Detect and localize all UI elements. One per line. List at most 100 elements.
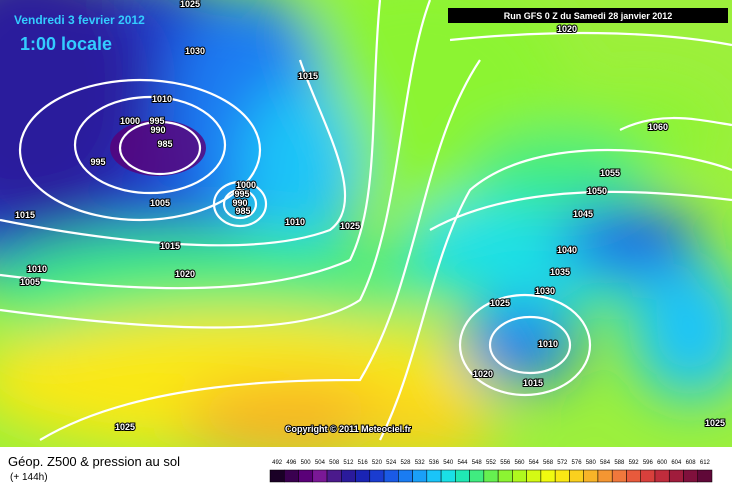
colorbar-swatch: [341, 469, 356, 483]
colorbar-swatch: [298, 469, 314, 483]
colorbar-label: 548: [472, 460, 483, 466]
colorbar-label: 500: [301, 460, 312, 466]
colorbar-swatch: [512, 469, 527, 483]
isobar-label: 990: [150, 125, 165, 135]
colorbar-label: 524: [386, 460, 397, 466]
colorbar-label: 492: [272, 460, 283, 466]
colorbar-label: 560: [515, 460, 526, 466]
colorbar-label: 532: [415, 460, 426, 466]
isobar-label: 1025: [115, 422, 135, 432]
date: Vendredi 3 fevrier 2012: [14, 13, 145, 27]
isobar-label: 1020: [473, 369, 493, 379]
isobar-label: 1005: [20, 277, 40, 287]
isobar-label: 1010: [285, 217, 305, 227]
isobar-label: 1010: [27, 264, 47, 274]
footer-subtitle: (+ 144h): [10, 472, 48, 483]
isobar-label: 1025: [340, 221, 360, 231]
isobar-label: 1000: [236, 180, 256, 190]
colorbar-swatch: [312, 469, 328, 483]
colorbar-swatch: [412, 469, 428, 483]
colorbar-label: 588: [614, 460, 625, 466]
isobar-label: 1050: [587, 186, 607, 196]
colorbar-swatch: [455, 469, 470, 483]
colorbar-swatch: [583, 469, 599, 483]
isobar-label: 1020: [175, 269, 195, 279]
isobar-label: 995: [234, 189, 249, 199]
isobar-label: 1025: [490, 298, 510, 308]
colorbar-label: 528: [400, 460, 411, 466]
run-info: Run GFS 0 Z du Samedi 28 janvier 2012: [504, 11, 673, 21]
colorbar-label: 572: [557, 460, 568, 466]
colorbar-label: 568: [543, 460, 554, 466]
copyright: Copyright © 2011 Meteociel.fr: [285, 424, 412, 434]
colorbar-swatch: [369, 469, 385, 483]
colorbar-swatch: [497, 469, 513, 483]
footer-title: Géop. Z500 & pression au sol: [8, 454, 180, 469]
isobar-label: 1010: [152, 94, 172, 104]
colorbar-swatch: [355, 469, 371, 483]
colorbar-swatch: [483, 469, 499, 483]
colorbar-label: 584: [600, 460, 611, 466]
colorbar-label: 520: [372, 460, 383, 466]
colorbar-label: 544: [457, 460, 468, 466]
colorbar-swatch: [668, 469, 684, 483]
colorbar-swatch: [526, 469, 542, 483]
isobar-label: 1015: [298, 71, 318, 81]
isobar-label: 1010: [538, 339, 558, 349]
colorbar-swatch: [326, 469, 342, 483]
colorbar-swatch: [597, 469, 613, 483]
colorbar-swatch: [398, 469, 413, 483]
map-field: [0, 0, 732, 447]
colorbar-label: 552: [486, 460, 497, 466]
isobar-label: 1055: [600, 168, 620, 178]
colorbar-label: 600: [657, 460, 668, 466]
colorbar-label: 504: [315, 460, 326, 466]
isobar-label: 995: [90, 157, 105, 167]
isobar-label: 1020: [557, 24, 577, 34]
colorbar-label: 576: [572, 460, 583, 466]
colorbar-label: 556: [500, 460, 511, 466]
isobar-label: 1030: [185, 46, 205, 56]
colorbar-swatch: [426, 469, 442, 483]
colorbar-label: 608: [686, 460, 697, 466]
colorbar-swatch: [626, 469, 641, 483]
isobar-label: 985: [157, 139, 172, 149]
colorbar-label: 512: [343, 460, 354, 466]
isobar-label: 1025: [180, 0, 200, 9]
colorbar-swatch: [284, 469, 299, 483]
colorbar-swatch: [683, 469, 698, 483]
isobar-label: 1035: [550, 267, 570, 277]
colorbar-label: 592: [629, 460, 640, 466]
isobar-label: 985: [235, 206, 250, 216]
colorbar-label: 508: [329, 460, 340, 466]
colorbar-label: 496: [286, 460, 297, 466]
colorbar-swatch: [611, 469, 627, 483]
colorbar-swatch: [269, 469, 285, 483]
isobar-label: 1040: [557, 245, 577, 255]
colorbar-swatch: [383, 469, 399, 483]
colorbar-label: 516: [358, 460, 369, 466]
colorbar-swatch: [540, 469, 556, 483]
isobar-label: 1060: [648, 122, 668, 132]
isobar-label: 1025: [705, 418, 725, 428]
colorbar-swatch: [654, 469, 670, 483]
colorbar-swatch: [697, 469, 713, 483]
colorbar-label: 580: [586, 460, 597, 466]
colorbar-swatch: [554, 469, 570, 483]
isobar-label: 1015: [523, 378, 543, 388]
isobar-label: 1045: [573, 209, 593, 219]
colorbar-label: 604: [671, 460, 682, 466]
colorbar-label: 564: [529, 460, 540, 466]
colorbar-swatch: [469, 469, 485, 483]
isobar-label: 1030: [535, 286, 555, 296]
colorbar-label: 612: [700, 460, 711, 466]
isobar-label: 1015: [160, 241, 180, 251]
colorbar-label: 536: [429, 460, 440, 466]
isobar-label: 1015: [15, 210, 35, 220]
colorbar-swatch: [440, 469, 456, 483]
run-box: [448, 8, 728, 23]
time: 1:00 locale: [20, 34, 112, 54]
colorbar-swatch: [640, 469, 656, 483]
